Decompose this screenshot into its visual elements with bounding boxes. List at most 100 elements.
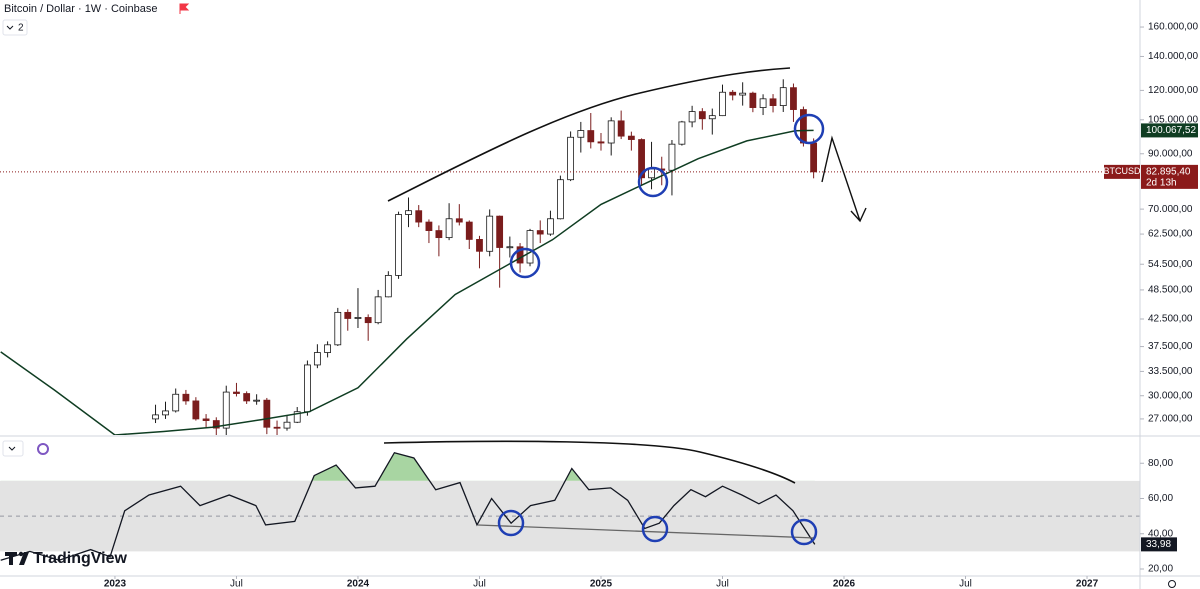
indicators-toggle[interactable] xyxy=(2,19,28,36)
x-tick-label: 2024 xyxy=(347,579,370,589)
candle-body xyxy=(567,136,575,181)
highlight-circle xyxy=(793,113,825,145)
price-tag xyxy=(1141,164,1198,189)
candle-body xyxy=(415,210,423,223)
candle-body xyxy=(202,418,210,421)
logo-text: TradingView xyxy=(33,550,128,567)
header-bg xyxy=(0,0,200,17)
y-tick-label: 62.500,00 xyxy=(1148,229,1193,240)
candle-body xyxy=(688,111,696,123)
candle-body xyxy=(293,411,301,423)
x-tick-label: 2027 xyxy=(1076,579,1099,589)
candle-body xyxy=(465,221,473,240)
candle-body xyxy=(769,98,777,106)
x-tick-label: 2026 xyxy=(833,579,856,589)
candle-body xyxy=(334,311,342,346)
y-tick-label: 30.000,00 xyxy=(1148,390,1193,401)
rsi-icon[interactable] xyxy=(37,443,49,455)
candle-body xyxy=(617,120,625,137)
candle-body xyxy=(708,115,716,120)
candle-body xyxy=(313,352,321,366)
candle-body xyxy=(364,317,372,324)
candle-body xyxy=(587,130,595,143)
candle-body xyxy=(547,218,554,235)
rsi-trend-arc xyxy=(383,440,796,484)
candle-body xyxy=(698,111,706,120)
candle-body xyxy=(557,179,564,220)
y-tick-label: 48.500,00 xyxy=(1148,285,1193,296)
price-pane xyxy=(0,79,1140,435)
y-tick-label: 120.000,00 xyxy=(1148,85,1198,96)
x-tick-label: Jul xyxy=(230,579,243,589)
trend-arc xyxy=(387,67,791,202)
candle-body xyxy=(283,421,291,429)
candle-body xyxy=(536,230,544,235)
candle-body xyxy=(526,230,534,264)
price-label: 82.895,40 xyxy=(1146,167,1191,178)
candle-body xyxy=(384,275,392,298)
candle-body xyxy=(810,142,818,173)
highlight-circle xyxy=(637,166,669,198)
candle-body xyxy=(455,218,463,223)
candle-body xyxy=(597,141,605,144)
candle-body xyxy=(790,87,797,110)
x-tick-label: 2025 xyxy=(590,579,613,589)
candle-body xyxy=(678,121,686,145)
rsi-tag xyxy=(1141,537,1177,552)
candle-body xyxy=(354,317,362,319)
rsi-trend-line xyxy=(477,524,816,539)
candle-body xyxy=(476,239,483,252)
rsi-line xyxy=(0,451,816,561)
y-tick-label: 37.500,00 xyxy=(1148,341,1193,352)
moving-average xyxy=(0,129,814,435)
candle-body xyxy=(324,344,331,353)
candle-body xyxy=(516,246,524,264)
candle-body xyxy=(233,391,240,394)
candle-body xyxy=(192,400,200,420)
settings-icon[interactable] xyxy=(1168,580,1176,588)
candle-body xyxy=(152,414,159,420)
ma-tag xyxy=(1141,123,1198,138)
candle-body xyxy=(253,399,261,402)
price-drawings xyxy=(387,67,867,279)
candle-body xyxy=(668,143,676,171)
rsi-pane xyxy=(0,451,1140,561)
candle-body xyxy=(435,230,443,239)
rsi-overbought-fill xyxy=(0,452,815,481)
candle-body xyxy=(374,296,382,324)
y-tick-label: 60,00 xyxy=(1148,493,1173,504)
forecast-arrow xyxy=(821,135,867,223)
candle-body xyxy=(577,130,585,138)
candle-body xyxy=(263,399,271,428)
chevron xyxy=(6,25,14,30)
indicator-count: 2 xyxy=(18,23,24,34)
candle-body xyxy=(759,98,767,108)
logo: TradingView xyxy=(5,550,128,567)
y-tick-label: 160.000,00 xyxy=(1148,22,1198,33)
candle-body xyxy=(719,91,726,117)
symbol-tag xyxy=(1104,164,1140,179)
candle-body xyxy=(212,420,220,429)
candle-body xyxy=(273,426,281,429)
y-tick-label: 20,00 xyxy=(1148,564,1173,575)
y-tick-label: 27.000,00 xyxy=(1148,414,1193,425)
highlight-circle xyxy=(641,515,669,543)
highlight-circle xyxy=(790,518,818,546)
candle-body xyxy=(729,91,737,96)
logo-mark xyxy=(19,552,29,565)
candle-body xyxy=(506,246,514,249)
candle-body xyxy=(344,311,352,319)
x-tick-label: 2023 xyxy=(104,579,127,589)
candle-body xyxy=(304,364,311,413)
y-tick-label: 42.500,00 xyxy=(1148,314,1193,325)
candle-body xyxy=(405,210,412,215)
highlight-circle xyxy=(509,247,541,279)
candle-body xyxy=(445,218,453,239)
candle-body xyxy=(243,393,251,402)
y-tick-label: 80,00 xyxy=(1148,458,1173,469)
highlight-circle xyxy=(497,509,525,537)
candle-body xyxy=(779,87,787,106)
candle-body xyxy=(172,393,180,412)
x-tick-label: Jul xyxy=(959,579,972,589)
candle-body xyxy=(638,139,645,179)
